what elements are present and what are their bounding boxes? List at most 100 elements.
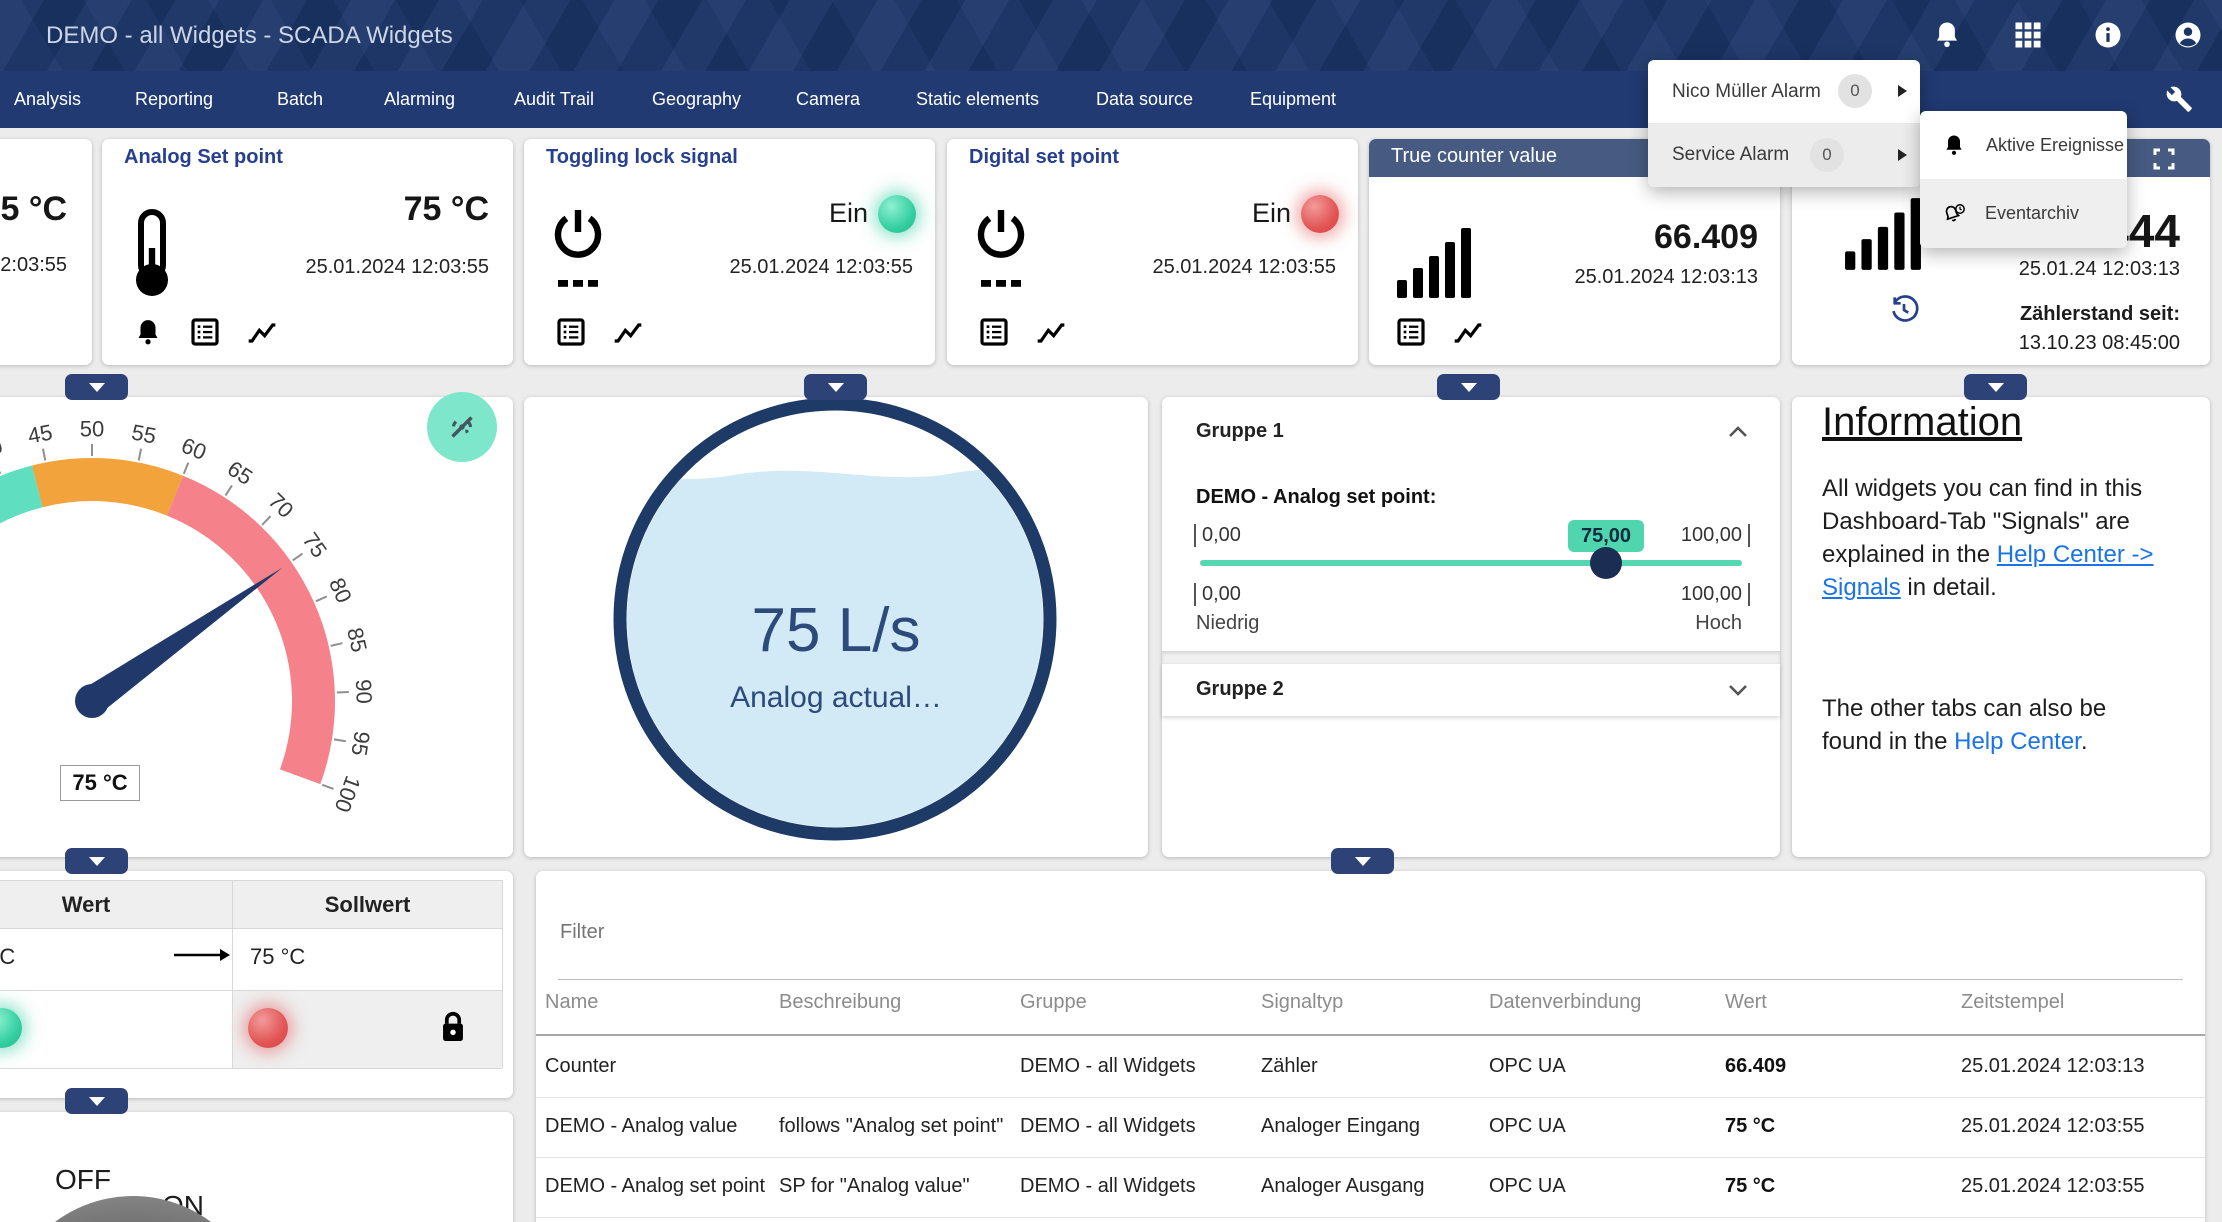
trend-icon[interactable] (246, 318, 278, 348)
event-list-icon[interactable] (189, 316, 221, 348)
filter-input[interactable] (558, 908, 2162, 956)
alarm-dropdown-menu: Nico Müller Alarm 0 Service Alarm 0 (1648, 60, 1920, 187)
tab-static-elements[interactable]: Static elements (916, 71, 1039, 128)
trend-icon[interactable] (612, 318, 644, 348)
slider-thumb[interactable] (1590, 547, 1622, 579)
tab-camera[interactable]: Camera (796, 71, 860, 128)
widget-information (1792, 397, 2210, 857)
fullscreen-icon[interactable] (2152, 147, 2176, 171)
cell-beschreibung: follows "Analog set point" (779, 1115, 1003, 1138)
tab-alarming[interactable]: Alarming (384, 71, 455, 128)
info-paragraph-2: The other tabs can also be found in the … (1822, 692, 2172, 758)
chevron-down-icon (1461, 383, 1477, 392)
value-table-sollwert-1: 75 °C (250, 944, 305, 970)
col-zeitstempel[interactable]: Zeitstempel (1961, 991, 2064, 1014)
alarm-bell-icon[interactable] (133, 316, 163, 348)
widget-title: Toggling lock signal (546, 146, 738, 169)
trend-icon[interactable] (1035, 318, 1067, 348)
cell-beschreibung: SP for "Analog value" (779, 1175, 970, 1198)
submenu-arrow-icon (1898, 149, 1907, 161)
col-gruppe[interactable]: Gruppe (1020, 991, 1087, 1014)
collapse-tab[interactable] (1331, 848, 1394, 874)
counter-since-label: Zählerstand seit: (1792, 303, 2180, 326)
cell-signaltyp: Zähler (1261, 1055, 1318, 1078)
widget-timestamp: 25.01.2024 12:03:55 (947, 256, 1336, 279)
menu-item-aktive-ereignisse[interactable]: Aktive Ereignisse (1920, 111, 2127, 179)
menu-item-eventarchiv[interactable]: Eventarchiv (1920, 179, 2127, 248)
state-indicator-red[interactable] (1301, 195, 1339, 233)
dashboard: DEMO - all Widgets - SCADA Widgets Analy… (0, 0, 2222, 1222)
svg-text:55: 55 (129, 419, 158, 448)
widget-cut-left-timestamp: 25.01.2024 12:03:55 (0, 254, 67, 277)
menu-item-label: Nico Müller Alarm (1672, 81, 1821, 103)
tab-analysis[interactable]: Analysis (14, 71, 81, 128)
tab-data-source[interactable]: Data source (1096, 71, 1193, 128)
apps-grid-icon[interactable] (2013, 20, 2043, 50)
collapse-tab[interactable] (65, 1088, 128, 1114)
switch-off-label: OFF (55, 1164, 111, 1196)
info-icon[interactable] (2093, 20, 2123, 50)
info-text: . (2081, 728, 2088, 755)
widget-timestamp: 25.01.2024 12:03:55 (102, 256, 489, 279)
group1-header[interactable]: Gruppe 1 (1196, 420, 1284, 443)
cell-zeitstempel: 25.01.2024 12:03:55 (1961, 1115, 2145, 1138)
cell-datenverbindung: OPC UA (1489, 1115, 1566, 1138)
svg-text:65: 65 (223, 456, 257, 490)
event-list-icon[interactable] (1395, 316, 1427, 348)
slider-track[interactable] (1200, 560, 1742, 566)
slider-high-label: Hoch (1196, 612, 1742, 635)
collapse-tab[interactable] (1964, 374, 2027, 400)
collapse-tab[interactable] (1437, 374, 1500, 400)
trend-icon[interactable] (1452, 318, 1484, 348)
chevron-down-icon (1355, 857, 1371, 866)
gauge-value-label: 75 °C (72, 770, 127, 796)
col-wert[interactable]: Wert (1725, 991, 1767, 1014)
chevron-down-icon[interactable] (1726, 682, 1750, 698)
submenu-arrow-icon (1898, 85, 1907, 97)
widget-timestamp: 25.01.2024 12:03:13 (1369, 266, 1758, 289)
group2-header[interactable]: Gruppe 2 (1196, 678, 1284, 701)
lock-icon (438, 1010, 468, 1046)
alarm-count-badge: 0 (1838, 74, 1872, 108)
collapse-tab[interactable] (65, 374, 128, 400)
collapse-tab[interactable] (65, 848, 128, 874)
collapse-tab[interactable] (804, 374, 867, 400)
notifications-icon[interactable] (1932, 20, 1962, 50)
tab-audit-trail[interactable]: Audit Trail (514, 71, 594, 128)
chevron-up-icon[interactable] (1726, 424, 1750, 440)
cell-gruppe: DEMO - all Widgets (1020, 1055, 1196, 1078)
tab-geography[interactable]: Geography (652, 71, 741, 128)
col-signaltyp[interactable]: Signaltyp (1261, 991, 1343, 1014)
cell-signaltyp: Analoger Ausgang (1261, 1175, 1424, 1198)
signal-off-icon (443, 408, 481, 446)
col-datenverbindung[interactable]: Datenverbindung (1489, 991, 1641, 1014)
event-list-icon[interactable] (555, 316, 587, 348)
svg-text:90: 90 (351, 679, 377, 704)
wrench-icon[interactable] (2165, 85, 2193, 113)
widget-title: Digital set point (969, 146, 1119, 169)
cell-name: DEMO - Analog value (545, 1115, 737, 1138)
account-icon[interactable] (2173, 20, 2203, 50)
menu-item-nico-mueller-alarm[interactable]: Nico Müller Alarm 0 (1648, 60, 1920, 123)
col-name[interactable]: Name (545, 991, 598, 1014)
group-divider (1162, 651, 1780, 664)
menu-item-service-alarm[interactable]: Service Alarm 0 (1648, 123, 1920, 187)
tab-equipment[interactable]: Equipment (1250, 71, 1336, 128)
svg-text:80: 80 (324, 574, 357, 607)
cell-wert: 66.409 (1725, 1055, 1786, 1078)
slider-limit-max: 100,00 (1196, 583, 1750, 606)
widget-timestamp: 25.01.24 12:03:13 (1792, 258, 2180, 281)
tab-batch[interactable]: Batch (277, 71, 323, 128)
info-title: Information (1822, 400, 2022, 445)
tab-reporting[interactable]: Reporting (135, 71, 213, 128)
help-center-link[interactable]: Help Center (1954, 728, 2081, 755)
col-beschreibung[interactable]: Beschreibung (779, 991, 901, 1014)
info-paragraph-1: All widgets you can find in this Dashboa… (1822, 472, 2172, 604)
state-indicator-green[interactable] (878, 195, 916, 233)
widget-title: Analog Set point (124, 146, 283, 169)
counter-since-value: 13.10.23 08:45:00 (1792, 332, 2180, 355)
cell-zeitstempel: 25.01.2024 12:03:55 (1961, 1175, 2145, 1198)
event-list-icon[interactable] (978, 316, 1010, 348)
signal-off-button[interactable] (427, 392, 497, 462)
cell-wert: 75 °C (1725, 1115, 1775, 1138)
